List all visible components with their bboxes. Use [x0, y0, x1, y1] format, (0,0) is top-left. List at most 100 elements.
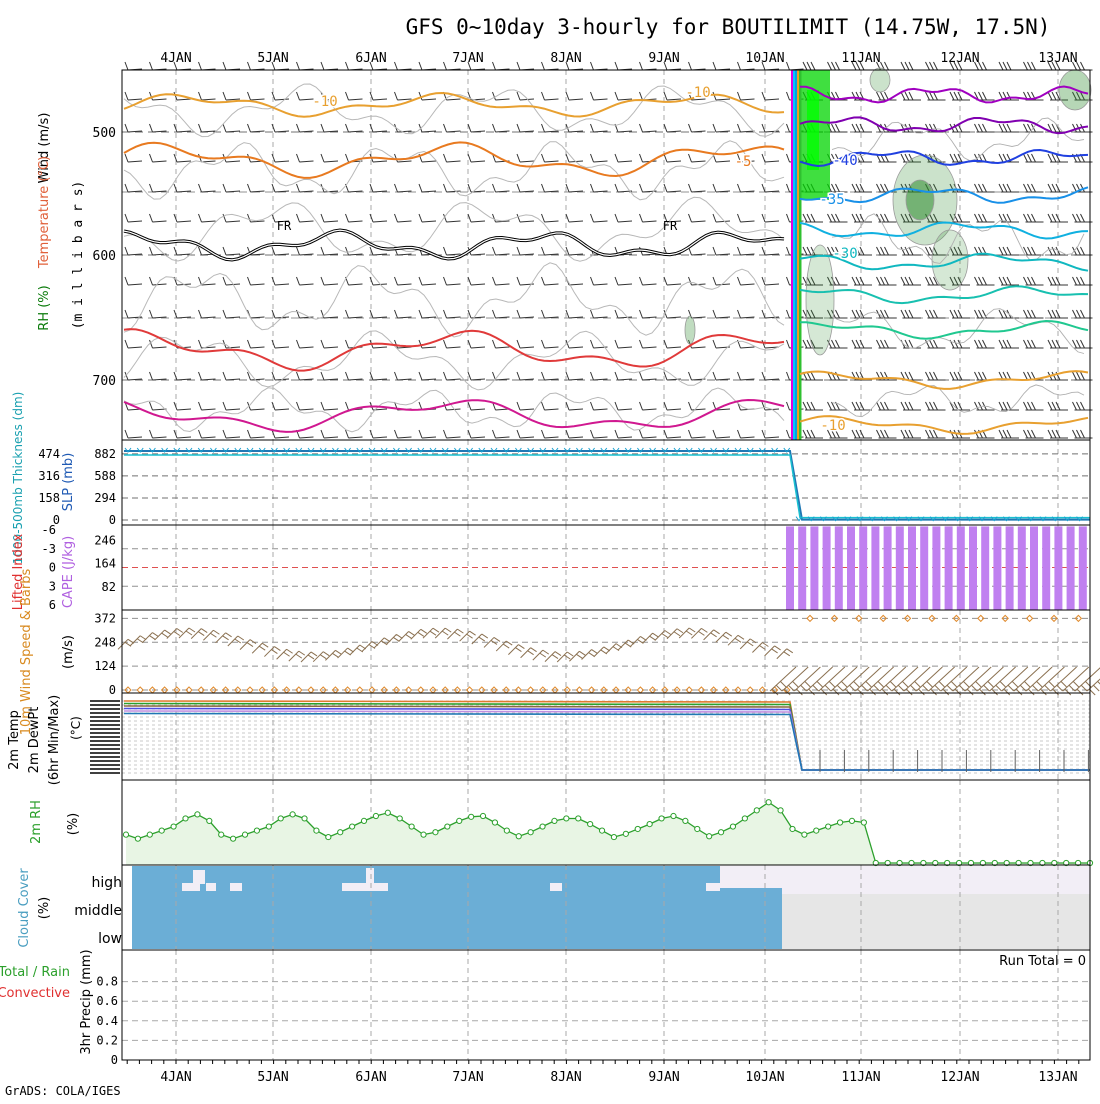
wind-barb-strong: [974, 339, 995, 349]
wind-barb: [369, 429, 388, 439]
wind-barb-strong: [851, 371, 872, 381]
temperature-axis-label: Temperature (°C): [37, 156, 52, 269]
wind-barb: [443, 276, 461, 286]
wind-barb-strong: [851, 309, 872, 319]
wind-barb-strong: [827, 123, 848, 133]
wind-barb: [345, 309, 363, 319]
wind-barb-strong: [974, 123, 995, 133]
wind-barb: [271, 183, 290, 193]
dewpt2m-axis-label: 2m DewPt: [27, 707, 42, 774]
slp-marker: [234, 447, 242, 453]
rh2m-point: [563, 815, 570, 822]
rh-contour-patch: [805, 244, 835, 356]
wind10m-barb: [264, 646, 281, 657]
rh2m-point: [813, 827, 820, 834]
cape-bar: [1030, 526, 1038, 610]
wind-barb-strong: [1047, 123, 1068, 133]
wind-speed-marker: [830, 614, 839, 623]
li-tick-label: -3: [42, 542, 56, 556]
slp-marker: [917, 516, 925, 522]
rh-grey-contour: [831, 213, 1085, 264]
panel-frames: [121, 69, 1091, 1064]
wind-barb: [296, 246, 314, 256]
rh2m-point: [241, 831, 249, 838]
wind-speed-marker: [246, 686, 254, 694]
wind-barb: [712, 309, 731, 319]
wind-barb: [565, 213, 584, 223]
wind-speed-marker: [514, 686, 523, 694]
wind-barb-strong: [851, 123, 872, 133]
rh2m-point: [408, 823, 415, 830]
wind-barb-strong: [1023, 153, 1044, 163]
wind-barb-strong: [1072, 123, 1093, 133]
wind-barb: [124, 276, 143, 286]
rh2m-ylabels: 2m RH (%): [29, 800, 81, 844]
wind-barb-strong: [998, 429, 1019, 439]
wind-speed-marker: [697, 686, 706, 694]
wind-barb: [320, 309, 339, 319]
wind-barb-strong: [1047, 401, 1068, 411]
rh2m-point: [325, 833, 332, 841]
wind10m-barb-strong: [1013, 666, 1041, 696]
top-date-label: 7JAN: [452, 51, 483, 66]
wind-barb: [418, 371, 437, 381]
wind-barb-strong: [949, 246, 970, 256]
wind-barb: [296, 371, 314, 381]
bottom-date-label: 12JAN: [940, 1070, 979, 1085]
wind-barb-strong: [1047, 153, 1068, 163]
rh2m-point: [682, 817, 689, 824]
wind-barb: [320, 123, 339, 133]
wind-barb: [639, 371, 657, 381]
wind-speed-marker: [209, 686, 218, 694]
wind10m-barb: [471, 633, 489, 645]
cape-bar: [834, 526, 843, 610]
slp-marker: [393, 447, 400, 453]
temp-contour-warm: [123, 398, 785, 433]
wind-speed-marker: [258, 686, 266, 694]
wind-barb-strong: [876, 123, 897, 133]
wind-barb: [565, 91, 584, 101]
slp-marker: [197, 447, 205, 453]
rh2m-point: [158, 827, 165, 834]
wind-barb: [492, 213, 510, 223]
wind-speed-marker: [685, 686, 693, 694]
wind-barb: [443, 183, 461, 193]
wind-barb: [492, 371, 510, 381]
slp-marker: [966, 516, 974, 522]
wind-barb: [712, 183, 731, 193]
slp-marker: [344, 447, 351, 453]
slp-marker: [588, 447, 595, 453]
rh2m-point: [384, 809, 391, 816]
wind-barb: [639, 91, 657, 101]
cloud-gap: [720, 866, 790, 888]
wind-barb-strong: [949, 371, 970, 381]
wind-barb: [541, 309, 559, 319]
wind10m-barb-strong: [916, 666, 943, 696]
wind10m-barb: [654, 630, 672, 641]
wind-barb: [198, 429, 216, 439]
wind-barb-strong: [827, 246, 848, 256]
cloud-gap: [372, 883, 388, 891]
wind-barb: [394, 309, 412, 319]
slp-marker: [124, 447, 132, 453]
wind-speed-marker: [160, 686, 169, 694]
rh-grey-contour: [831, 117, 1085, 162]
rh-grey-contour: [123, 262, 785, 338]
wind-barb: [663, 276, 682, 286]
wind-speed-marker: [368, 686, 376, 694]
wind-barb: [198, 61, 216, 71]
wind-barb: [663, 429, 682, 439]
precip-tick-label: 0.6: [96, 994, 118, 1008]
wind-barb: [712, 429, 731, 439]
bottom-date-label: 5JAN: [257, 1070, 288, 1085]
wind10m-barb: [752, 642, 769, 653]
wind-barb-strong: [998, 153, 1019, 163]
cape-bar: [1042, 526, 1051, 610]
wind-speed-marker: [879, 614, 887, 623]
slp-marker: [807, 516, 815, 522]
rh-saturated-core: [807, 90, 819, 170]
rh2m-point: [610, 833, 618, 841]
wind-speed-marker: [502, 686, 510, 694]
cape-bar: [895, 526, 904, 610]
slp-tick-label: 0: [109, 513, 116, 527]
